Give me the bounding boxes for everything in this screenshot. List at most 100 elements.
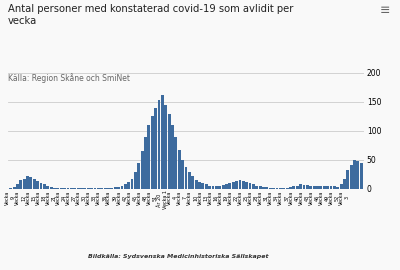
Bar xyxy=(53,188,56,189)
Bar xyxy=(56,188,59,189)
Bar xyxy=(330,186,332,189)
Bar xyxy=(94,188,96,189)
Bar xyxy=(326,186,329,189)
Bar xyxy=(164,105,167,189)
Bar xyxy=(90,188,93,189)
Bar xyxy=(276,188,278,189)
Text: ≡: ≡ xyxy=(380,4,390,17)
Bar xyxy=(282,188,285,189)
Bar xyxy=(343,178,346,189)
Bar xyxy=(9,188,12,189)
Bar xyxy=(154,108,157,189)
Bar xyxy=(313,186,316,189)
Bar xyxy=(168,113,170,189)
Bar xyxy=(181,160,184,189)
Bar xyxy=(215,186,218,189)
Bar xyxy=(272,188,275,189)
Bar xyxy=(299,184,302,189)
Bar xyxy=(131,178,134,189)
Bar xyxy=(30,177,32,189)
Bar xyxy=(80,188,83,189)
Bar xyxy=(242,181,245,189)
Bar xyxy=(16,184,19,189)
Bar xyxy=(158,100,160,189)
Bar xyxy=(63,188,66,189)
Bar xyxy=(266,187,268,189)
Bar xyxy=(137,163,140,189)
Bar xyxy=(171,125,174,189)
Text: Bildkälla: Sydsvenska Medicinhistoriska Sällskapet: Bildkälla: Sydsvenska Medicinhistoriska … xyxy=(88,254,268,259)
Bar xyxy=(50,187,52,189)
Bar xyxy=(70,188,73,189)
Bar xyxy=(19,180,22,189)
Bar xyxy=(336,187,339,189)
Bar xyxy=(148,125,150,189)
Bar xyxy=(249,183,252,189)
Bar xyxy=(218,185,221,189)
Bar xyxy=(120,186,123,189)
Bar xyxy=(340,184,342,189)
Bar xyxy=(141,151,144,189)
Bar xyxy=(296,185,299,189)
Bar xyxy=(161,95,164,189)
Bar xyxy=(356,161,359,189)
Bar xyxy=(144,137,147,189)
Bar xyxy=(198,182,201,189)
Bar xyxy=(252,184,255,189)
Bar xyxy=(238,180,241,189)
Bar xyxy=(87,188,90,189)
Bar xyxy=(117,187,120,189)
Bar xyxy=(205,184,208,189)
Bar xyxy=(66,188,70,189)
Bar xyxy=(333,186,336,189)
Bar xyxy=(40,183,42,189)
Bar xyxy=(151,116,154,189)
Bar xyxy=(134,172,137,189)
Bar xyxy=(107,188,110,189)
Bar xyxy=(262,187,265,189)
Bar xyxy=(309,185,312,189)
Bar xyxy=(191,176,194,189)
Bar xyxy=(302,185,306,189)
Bar xyxy=(225,184,228,189)
Bar xyxy=(222,185,224,189)
Bar xyxy=(114,187,117,189)
Bar xyxy=(360,163,363,189)
Bar xyxy=(228,183,231,189)
Bar xyxy=(306,185,309,189)
Bar xyxy=(320,185,322,189)
Bar xyxy=(286,188,288,189)
Bar xyxy=(269,188,272,189)
Bar xyxy=(353,160,356,189)
Bar xyxy=(235,181,238,189)
Bar xyxy=(232,182,235,189)
Bar xyxy=(23,178,26,189)
Bar xyxy=(255,185,258,189)
Bar xyxy=(104,188,106,189)
Bar xyxy=(195,180,198,189)
Bar xyxy=(100,188,103,189)
Bar xyxy=(178,150,181,189)
Bar xyxy=(323,185,326,189)
Bar xyxy=(259,186,262,189)
Bar xyxy=(188,172,191,189)
Bar xyxy=(212,186,214,189)
Bar xyxy=(77,188,80,189)
Bar xyxy=(292,186,295,189)
Bar xyxy=(279,188,282,189)
Bar xyxy=(46,186,49,189)
Bar xyxy=(245,182,248,189)
Bar xyxy=(33,179,36,189)
Bar xyxy=(316,186,319,189)
Bar xyxy=(110,188,113,189)
Text: Källa: Region Skåne och SmiNet: Källa: Region Skåne och SmiNet xyxy=(8,73,130,83)
Bar xyxy=(184,167,188,189)
Text: Antal personer med konstaterad covid-19 som avlidit per
vecka: Antal personer med konstaterad covid-19 … xyxy=(8,4,293,26)
Bar xyxy=(84,188,86,189)
Bar xyxy=(73,188,76,189)
Bar xyxy=(43,184,46,189)
Bar xyxy=(208,185,211,189)
Bar xyxy=(289,187,292,189)
Bar xyxy=(174,137,177,189)
Bar xyxy=(127,182,130,189)
